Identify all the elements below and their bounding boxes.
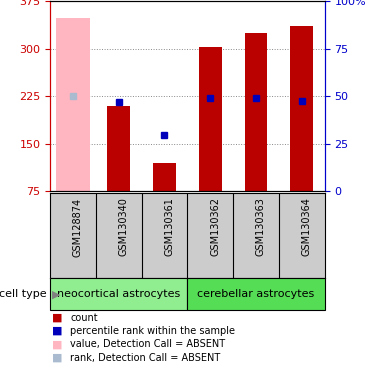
Text: GSM130361: GSM130361 [164, 197, 174, 256]
Text: neocortical astrocytes: neocortical astrocytes [57, 289, 180, 299]
Text: cell type: cell type [0, 289, 46, 299]
Text: ■: ■ [52, 313, 62, 323]
Text: GSM130364: GSM130364 [302, 197, 312, 256]
Bar [56, 18, 90, 191]
Text: count: count [70, 313, 98, 323]
Bar [107, 106, 130, 191]
Text: ■: ■ [52, 339, 62, 349]
Text: percentile rank within the sample: percentile rank within the sample [70, 326, 236, 336]
Text: cerebellar astrocytes: cerebellar astrocytes [197, 289, 315, 299]
Bar [244, 33, 267, 191]
Bar [199, 47, 222, 191]
Text: GSM130340: GSM130340 [119, 197, 129, 256]
Text: value, Detection Call = ABSENT: value, Detection Call = ABSENT [70, 339, 226, 349]
Text: ■: ■ [52, 326, 62, 336]
Text: GSM128874: GSM128874 [73, 197, 83, 257]
Text: ■: ■ [52, 353, 62, 362]
Text: GSM130362: GSM130362 [210, 197, 220, 257]
Text: GSM130363: GSM130363 [256, 197, 266, 256]
Text: ▶: ▶ [52, 289, 60, 299]
Bar [290, 26, 313, 191]
Bar [50, 278, 187, 310]
Text: rank, Detection Call = ABSENT: rank, Detection Call = ABSENT [70, 353, 221, 362]
Bar [187, 278, 325, 310]
Bar [153, 163, 176, 191]
